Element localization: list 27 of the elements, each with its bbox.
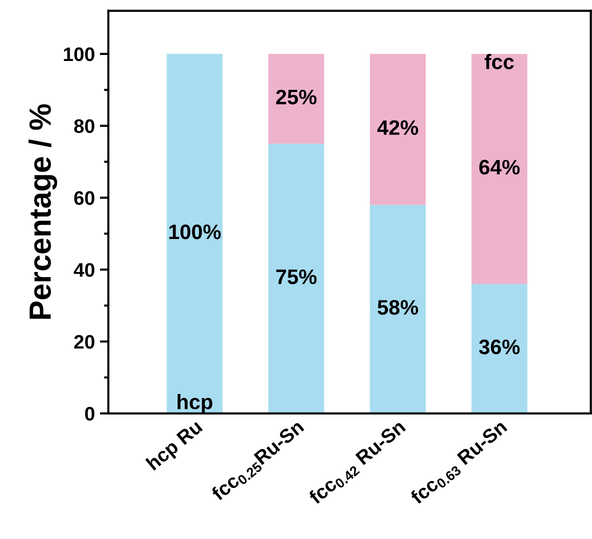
bar <box>471 54 528 284</box>
data-label: 100% <box>169 224 221 240</box>
y-tick-label: 60 <box>74 191 94 205</box>
x-tick-label: fcc$_{0.42}$ Ru-Sn <box>308 419 408 508</box>
series-label: fcc <box>484 54 514 70</box>
y-tick-label: 0 <box>85 406 94 421</box>
bar <box>268 54 324 144</box>
bar <box>370 54 426 205</box>
y-tick-label: 100 <box>64 47 94 62</box>
y-axis-title: Percentage / % <box>28 104 58 319</box>
bar <box>166 54 223 414</box>
data-label: 58% <box>378 300 418 315</box>
bar <box>471 284 528 414</box>
bar <box>268 144 324 414</box>
data-label: 42% <box>377 120 418 135</box>
y-tick-label: 20 <box>74 334 94 349</box>
data-label: 25% <box>276 90 317 104</box>
x-tick-label: fcc$_{0.25}$Ru-Sn <box>210 419 306 504</box>
y-tick-label: 80 <box>74 119 94 134</box>
series-label: hcp <box>178 394 212 414</box>
bar <box>370 204 426 414</box>
data-label: 36% <box>479 340 520 354</box>
data-label: 64% <box>479 160 520 175</box>
x-tick-label: fcc$_{0.63}$ Ru-Sn <box>409 419 510 508</box>
x-tick-label: hcp Ru <box>145 419 206 474</box>
y-tick-label: 40 <box>74 263 94 277</box>
data-label: 75% <box>276 269 317 284</box>
